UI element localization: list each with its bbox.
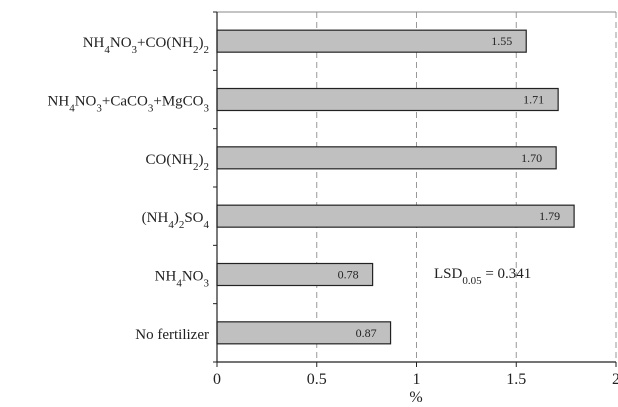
x-tick-label: 2 [612,371,618,388]
label-part: 4 [168,219,174,231]
label-part: NH [155,269,177,285]
x-tick-label: 1.5 [506,371,526,388]
label-part: NH [48,94,70,110]
category-label: NH4NO3+CaCO3+MgCO3 [48,94,210,115]
bar [216,204,575,228]
bar [216,29,527,53]
label-part: NO [75,94,97,110]
label-part: NH [83,35,105,51]
label-part: NO [110,35,132,51]
label-part: +CO(NH [137,35,193,51]
grid-lines [316,12,617,362]
bar [216,146,557,170]
x-tick-label: 1 [413,371,421,388]
x-tick-labels: 0 0.5 1 1.5 2 [213,371,618,388]
label-part: ) [199,152,204,168]
label-part: 2 [193,44,199,56]
annotation-value: = 0.341 [482,266,532,282]
category-label: NH4NO3+CO(NH2)2 [83,35,209,56]
category-label: CO(NH2)2 [146,152,210,173]
label-part: +MgCO [153,94,203,110]
label-part: ) [174,210,179,226]
category-label: (NH4)2SO4 [142,210,210,231]
label-part: 3 [96,103,102,115]
lsd-annotation: LSD0.05 = 0.341 [434,266,531,287]
bars: 1.55 1.71 1.70 1.79 0.78 0.87 [216,29,575,345]
label-part: ) [199,35,204,51]
x-tick-label: 0 [213,371,221,388]
label-part: 4 [204,219,210,231]
bar-value-label: 0.87 [356,326,377,340]
bar [216,87,559,112]
label-part: (NH [142,210,169,226]
label-part: 2 [179,219,185,231]
label-part: 2 [204,44,210,56]
label-part: SO [184,210,203,226]
label-part: 2 [193,161,199,173]
bar-value-label: 1.70 [521,151,542,165]
label-part: +CaCO [102,94,148,110]
label-part: 3 [148,103,154,115]
annotation-subscript: 0.05 [462,275,482,287]
x-axis-label: % [409,389,422,406]
category-labels: NH4NO3+CO(NH2)2NH4NO3+CaCO3+MgCO3CO(NH2)… [48,35,210,343]
label-part: 4 [104,44,110,56]
label-part: CO(NH [146,152,194,168]
label-part: 4 [176,278,182,290]
bar-value-label: 0.78 [338,268,359,282]
category-label: NH4NO3 [155,269,210,290]
label-part: 3 [204,103,210,115]
bar-value-label: 1.71 [523,93,544,107]
annotation-main: LSD [434,266,463,282]
axes [213,11,617,367]
label-part: NO [182,269,204,285]
bar-value-label: 1.79 [539,209,560,223]
label-part: 3 [132,44,138,56]
label-part: 3 [204,278,210,290]
label-part: 2 [204,161,210,173]
label-part: No fertilizer [135,327,209,343]
label-part: 4 [69,103,75,115]
category-label: No fertilizer [135,327,209,343]
bar-value-label: 1.55 [491,34,512,48]
x-tick-label: 0.5 [307,371,327,388]
